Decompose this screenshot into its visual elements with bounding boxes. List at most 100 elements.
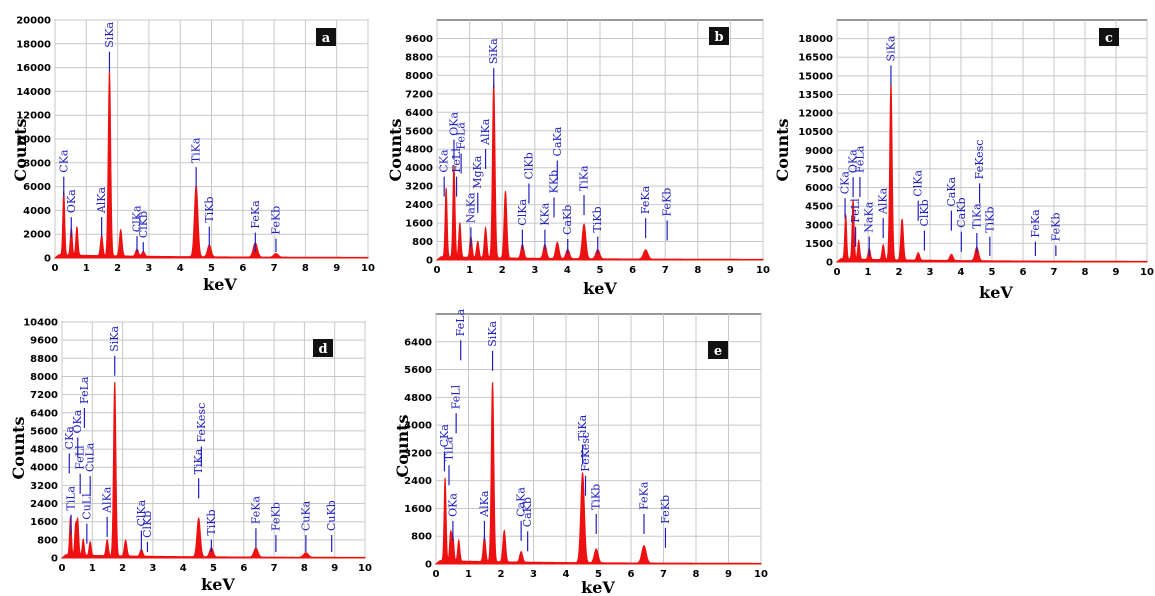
y-tick-label: 3200 (404, 448, 432, 459)
y-tick-label: 4000 (23, 206, 51, 217)
peak-label: CaKb (521, 497, 534, 527)
peak-label: FeLl (74, 445, 87, 470)
y-tick-label: 8000 (405, 71, 433, 82)
peak-label: AlKa (95, 186, 108, 214)
y-tick-label: 9600 (30, 336, 58, 347)
y-tick-label: 18000 (16, 39, 51, 50)
spectrum-series (434, 382, 762, 565)
peak-label: SiKa (108, 325, 121, 351)
spectrum-series (53, 71, 369, 259)
peak-label: ClKb (918, 199, 931, 226)
x-tick-label: 7 (1051, 267, 1058, 278)
y-tick-label: 7500 (805, 164, 833, 175)
peak-label: ClKb (522, 152, 535, 179)
y-tick-label: 1600 (404, 504, 432, 515)
panel-label: c (1105, 31, 1113, 46)
x-tick-label: 4 (563, 569, 570, 580)
x-axis-title: keV (201, 575, 235, 594)
peak-label: CuKa (299, 500, 312, 531)
y-tick-label: 800 (411, 532, 432, 543)
peak-label: TiKa (190, 137, 203, 163)
y-tick-label: 800 (37, 535, 58, 546)
y-tick-label: 1600 (405, 219, 433, 230)
x-tick-label: 5 (210, 563, 217, 574)
peak-label: SiKa (486, 320, 499, 346)
x-tick-label: 9 (331, 563, 338, 574)
panel-label-box (313, 339, 333, 357)
y-tick-label: 16000 (16, 63, 51, 74)
y-tick-label: 8800 (405, 52, 433, 63)
peak-label: AlKa (478, 490, 491, 518)
panel-label-box (316, 28, 336, 46)
peak-label: FeKb (1049, 213, 1062, 242)
peak-label: MgKa (471, 155, 484, 189)
x-tick-label: 8 (302, 263, 309, 274)
peak-label: ClKb (141, 511, 154, 538)
peak-label: CKa (63, 426, 76, 450)
x-tick-label: 7 (660, 569, 667, 580)
y-tick-label: 20000 (16, 16, 51, 27)
peak-label: ClKa (912, 170, 925, 197)
y-tick-label: 3200 (30, 481, 58, 492)
x-tick-label: 5 (597, 265, 604, 276)
spectrum-panel-c: Counts keV 0 1 2 3 4 5 6 7 8 9 10 0 1500 3000 4500 6000… (773, 19, 1154, 302)
y-tick-label: 2000 (23, 230, 51, 241)
x-tick-label: 6 (240, 563, 247, 574)
peak-label: FeLa (78, 376, 91, 404)
y-tick-label: 8000 (23, 158, 51, 169)
x-tick-label: 6 (629, 265, 636, 276)
panel-label-box (1099, 28, 1119, 46)
x-tick-label: 2 (499, 265, 506, 276)
y-tick-label: 5600 (30, 426, 58, 437)
x-tick-label: 10 (756, 265, 770, 276)
x-tick-label: 6 (628, 569, 635, 580)
x-tick-label: 6 (1020, 267, 1027, 278)
peak-label: SiKa (487, 38, 500, 64)
peak-label: FeLl (849, 198, 862, 223)
x-tick-label: 3 (927, 267, 934, 278)
x-tick-label: 5 (989, 267, 996, 278)
x-tick-label: 8 (693, 569, 700, 580)
x-tick-label: 3 (149, 563, 156, 574)
panel-label-box (708, 341, 728, 359)
x-tick-label: 4 (180, 563, 187, 574)
x-tick-label: 10 (1140, 267, 1154, 278)
x-tick-label: 10 (358, 563, 372, 574)
peak-label: TiLa (443, 436, 456, 461)
x-tick-label: 4 (564, 265, 571, 276)
y-tick-label: 10000 (16, 135, 51, 146)
peak-label: TiKa (192, 448, 205, 474)
peak-label: FeKesc (973, 140, 986, 180)
peak-label: AlKa (479, 118, 492, 146)
y-tick-label: 4800 (404, 393, 432, 404)
y-tick-label: 9600 (405, 34, 433, 45)
x-tick-label: 1 (83, 263, 90, 274)
y-tick-label: 0 (826, 258, 833, 269)
spectrum-panel-a: Counts keV 0 1 2 3 4 5 6 7 8 9 10 0 2000 4000 6000 8000… (11, 16, 375, 295)
x-tick-label: 1 (865, 267, 872, 278)
y-tick-label: 12000 (798, 109, 833, 120)
peak-label: TiKb (590, 484, 603, 510)
x-axis-title: keV (979, 283, 1013, 302)
peak-label: TiKb (205, 509, 218, 535)
peak-label: TiKb (983, 207, 996, 233)
y-tick-label: 6400 (30, 408, 58, 419)
y-axis-title: Counts (393, 414, 412, 477)
peak-label: FeKa (249, 495, 262, 524)
peak-label: FeLa (455, 122, 468, 150)
x-tick-label: 7 (662, 265, 669, 276)
peak-label: CaKb (561, 205, 574, 235)
peak-label: KKb (548, 170, 561, 193)
x-tick-label: 1 (89, 563, 96, 574)
x-tick-label: 0 (59, 563, 66, 574)
peak-label: ClKa (516, 199, 529, 226)
peak-label: ClKb (137, 211, 150, 238)
peak-label: CKa (839, 171, 852, 195)
peak-label: CKa (438, 424, 451, 448)
y-tick-label: 2400 (404, 476, 432, 487)
y-tick-label: 13500 (798, 90, 833, 101)
peak-label: CaKa (515, 487, 528, 517)
panel-label: e (714, 344, 722, 359)
peak-label: TiKb (203, 197, 216, 223)
y-tick-label: 4800 (405, 145, 433, 156)
